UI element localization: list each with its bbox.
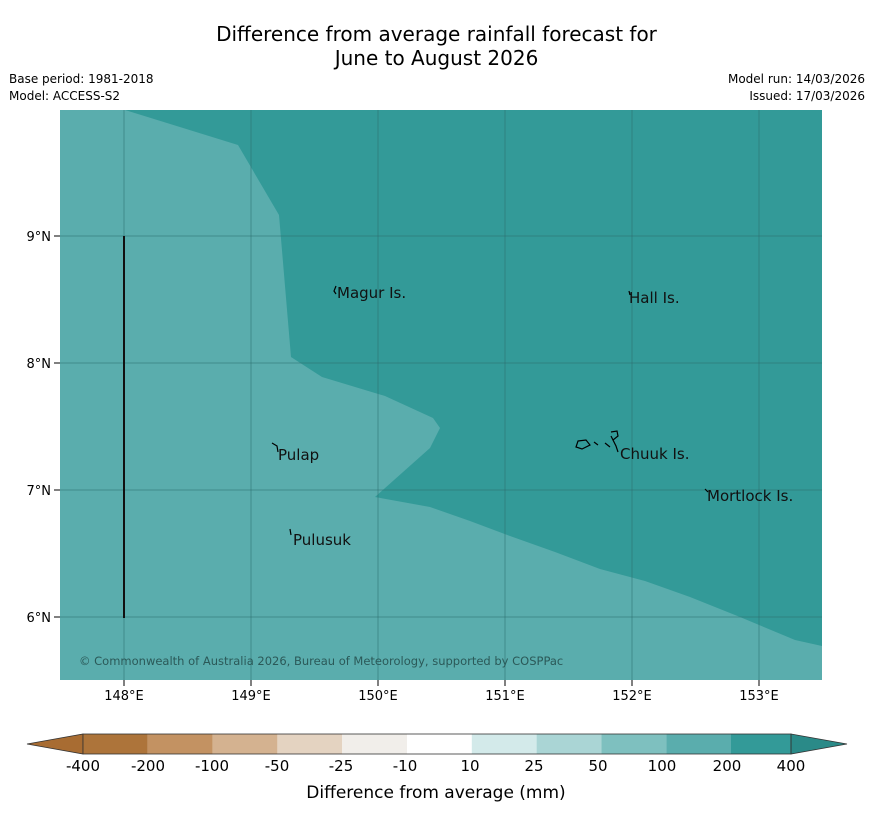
issued-date: Issued: 17/03/2026 — [749, 89, 865, 103]
colorbar: -400 -200 -100 -50 -25 -10 10 25 50 100 … — [26, 733, 848, 803]
x-tick-label: 151°E — [485, 689, 525, 704]
colorbar-cells — [83, 734, 791, 754]
copyright-notice: © Commonwealth of Australia 2026, Bureau… — [79, 654, 563, 668]
pulap-island-shape — [271, 442, 279, 453]
map-area: Magur Is. Hall Is. Pulap Chuuk Is. Mortl… — [60, 110, 822, 680]
place-label: Pulap — [278, 446, 319, 464]
meta-right: Model run: 14/03/2026 Issued: 17/03/2026 — [728, 71, 865, 105]
magur-island-shape — [333, 285, 337, 295]
hall-island-shape — [628, 290, 631, 296]
colorbar-label: 50 — [588, 757, 607, 775]
colorbar-labels: -400 -200 -100 -50 -25 -10 10 25 50 100 … — [66, 757, 805, 775]
colorbar-label: 200 — [713, 757, 742, 775]
pulusuk-island-shape — [289, 528, 292, 536]
chuuk-island-shape — [575, 430, 619, 453]
colorbar-cell — [342, 734, 407, 754]
colorbar-title: Difference from average (mm) — [306, 783, 565, 803]
colorbar-frame — [82, 733, 792, 755]
colorbar-label: 10 — [460, 757, 479, 775]
colorbar-cell — [536, 734, 602, 754]
x-tick-label: 150°E — [358, 689, 398, 704]
colorbar-cell — [731, 734, 791, 754]
y-tick-label: 9°N — [27, 230, 52, 245]
colorbar-label: -400 — [66, 757, 100, 775]
colorbar-label: 100 — [648, 757, 677, 775]
colorbar-cell — [83, 734, 148, 754]
title-line-1: Difference from average rainfall forecas… — [216, 22, 657, 46]
colorbar-cell — [407, 734, 472, 754]
x-tick-label: 153°E — [739, 689, 779, 704]
y-tick-label: 6°N — [27, 611, 52, 626]
model-run: Model run: 14/03/2026 — [727, 72, 865, 86]
x-tick-label: 149°E — [231, 689, 271, 704]
island-outlines — [271, 285, 709, 536]
meta-left: Base period: 1981-2018 Model: ACCESS-S2 — [9, 71, 154, 105]
region-100-200 — [125, 110, 822, 646]
colorbar-label: -200 — [131, 757, 165, 775]
axis-ticks — [54, 235, 760, 686]
colorbar-cell — [471, 734, 537, 754]
x-tick-labels: 148°E 149°E 150°E 151°E 152°E 153°E — [104, 689, 779, 704]
y-tick-label: 8°N — [27, 357, 52, 372]
place-label: Mortlock Is. — [707, 487, 793, 505]
colorbar-cell — [147, 734, 213, 754]
colorbar-cell — [212, 734, 278, 754]
colorbar-cell — [277, 734, 343, 754]
colorbar-label: -10 — [393, 757, 418, 775]
place-label: Hall Is. — [629, 289, 680, 307]
place-label: Magur Is. — [337, 284, 406, 302]
model-name: Model: ACCESS-S2 — [9, 89, 121, 103]
place-label: Pulusuk — [293, 531, 351, 549]
colorbar-cell — [601, 734, 667, 754]
colorbar-label: -100 — [195, 757, 229, 775]
x-tick-label: 152°E — [612, 689, 652, 704]
colorbar-extend-low — [26, 733, 84, 755]
colorbar-cell — [666, 734, 731, 754]
place-labels: Magur Is. Hall Is. Pulap Chuuk Is. Mortl… — [278, 284, 793, 549]
title-line-2: June to August 2026 — [334, 46, 539, 70]
base-period: Base period: 1981-2018 — [9, 72, 154, 86]
y-tick-label: 7°N — [27, 484, 52, 499]
y-tick-labels: 9°N 8°N 7°N 6°N — [27, 230, 52, 626]
colorbar-label: 400 — [777, 757, 806, 775]
colorbar-label: -50 — [265, 757, 290, 775]
colorbar-extend-high — [790, 733, 848, 755]
mortlock-island-shape — [704, 488, 709, 493]
place-label: Chuuk Is. — [620, 445, 689, 463]
colorbar-label: 25 — [524, 757, 543, 775]
map-title: Difference from average rainfall forecas… — [0, 22, 873, 70]
colorbar-label: -25 — [329, 757, 354, 775]
x-tick-label: 148°E — [104, 689, 144, 704]
